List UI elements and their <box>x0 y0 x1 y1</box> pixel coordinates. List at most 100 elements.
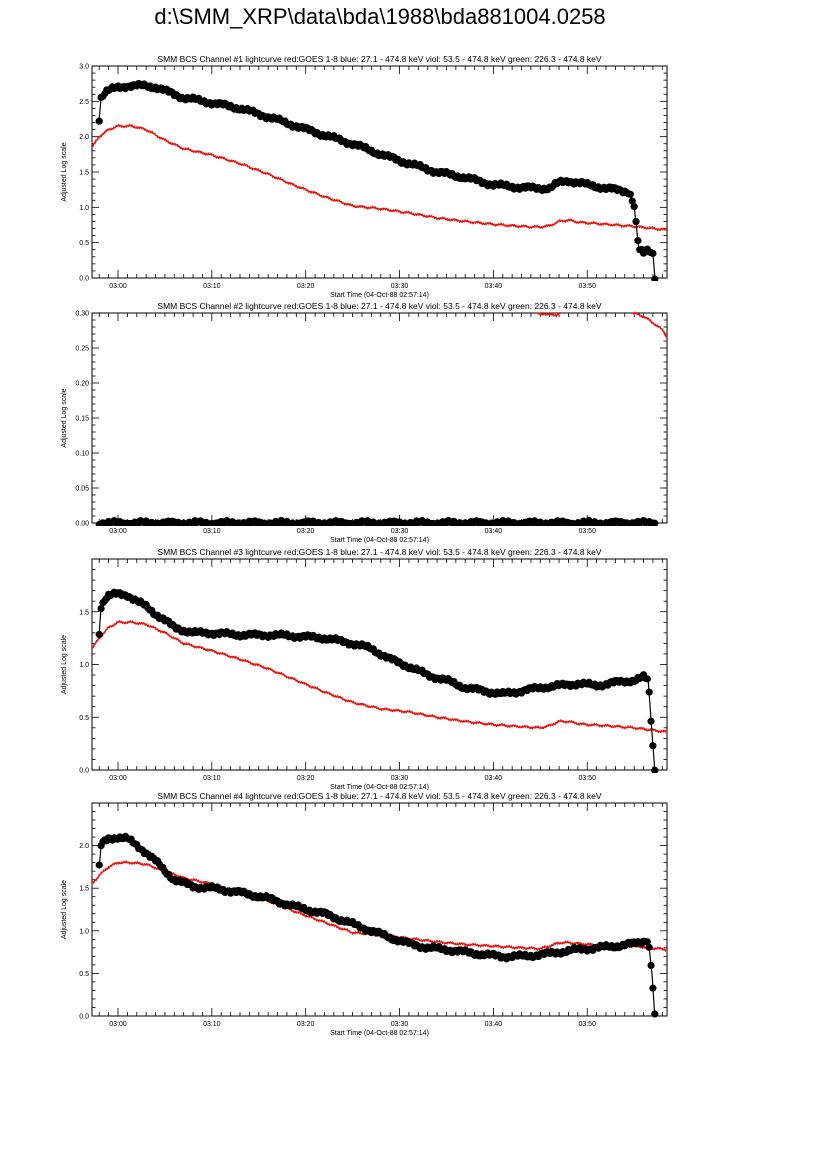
goes-series-line <box>92 619 667 734</box>
bcs-data-point <box>645 688 653 696</box>
bcs-data-point <box>626 190 635 198</box>
bcs-data-point <box>649 249 657 258</box>
bcs-data-point <box>649 742 657 750</box>
bcs-data-point <box>630 203 638 211</box>
y-tick-label: 1.5 <box>79 609 89 616</box>
bcs-data-point <box>651 275 659 281</box>
plot-frame <box>91 558 668 771</box>
y-tick-label: 0.0 <box>79 768 89 775</box>
chart-title: SMM BCS Channel #2 lightcurve red:GOES 1… <box>157 301 601 311</box>
x-tick-label: 03:30 <box>391 775 409 782</box>
x-tick-label: 03:40 <box>485 1021 503 1028</box>
plot-frame <box>91 312 668 524</box>
bcs-data-point <box>95 117 103 125</box>
plot-area <box>92 588 667 773</box>
y-axis-label: Adjusted Log scale <box>61 142 68 201</box>
bcs-data-point <box>634 237 642 245</box>
y-tick-label: 2.0 <box>79 134 89 141</box>
x-tick-label: 03:20 <box>297 283 315 290</box>
y-tick-label: 0.25 <box>75 346 89 353</box>
x-tick-label: 03:10 <box>203 528 221 535</box>
x-tick-label: 03:20 <box>297 775 315 782</box>
x-axis-label: Start Time (04-Oct-88 02:57:14) <box>330 292 429 299</box>
y-tick-label: 0.30 <box>75 311 89 318</box>
goes-series-line <box>536 311 562 318</box>
y-tick-label: 3.0 <box>79 64 89 71</box>
bcs-series-markers <box>95 79 659 281</box>
y-axis-label: Adjusted Log scale <box>61 880 68 939</box>
plot-area <box>92 79 667 281</box>
y-tick-label: 0.0 <box>79 1014 89 1021</box>
chart-title: SMM BCS Channel #4 lightcurve red:GOES 1… <box>157 791 601 801</box>
x-tick-label: 03:30 <box>391 528 409 535</box>
bcs-data-point <box>647 717 655 725</box>
bcs-data-point <box>95 630 103 639</box>
bcs-data-point <box>651 1010 659 1018</box>
y-tick-label: 0.05 <box>75 486 89 493</box>
bcs-series-line <box>98 836 656 1017</box>
goes-series-line <box>631 311 667 339</box>
bcs-data-point <box>651 519 659 526</box>
y-axis-label: Adjusted Log scale <box>61 388 68 447</box>
bcs-data-point <box>643 675 651 683</box>
x-tick-label: 03:50 <box>578 528 596 535</box>
bcs-data-point <box>632 217 640 226</box>
chart-panel-3: SMM BCS Channel #3 lightcurve red:GOES 1… <box>61 547 668 791</box>
y-tick-label: 2.5 <box>79 99 89 106</box>
plot-area <box>95 311 667 526</box>
bcs-data-point <box>97 604 105 613</box>
bcs-data-point <box>628 197 636 205</box>
x-tick-label: 03:40 <box>485 283 503 290</box>
bcs-series-markers <box>95 516 659 526</box>
x-tick-label: 03:30 <box>391 1021 409 1028</box>
bcs-series-markers <box>95 588 659 773</box>
x-axis-label: Start Time (04-Oct-88 02:57:14) <box>330 1030 429 1037</box>
x-tick-label: 03:50 <box>578 775 596 782</box>
plot-frame <box>91 802 668 1017</box>
y-tick-label: 0.15 <box>75 416 89 423</box>
y-tick-label: 2.0 <box>79 843 89 850</box>
x-tick-label: 03:40 <box>485 528 503 535</box>
goes-series-line <box>92 860 667 952</box>
bcs-data-point <box>95 861 103 869</box>
x-tick-label: 03:20 <box>297 1021 315 1028</box>
x-tick-label: 03:20 <box>297 528 315 535</box>
y-tick-label: 1.0 <box>79 662 89 669</box>
y-axis-label: Adjusted Log scale <box>61 635 68 694</box>
bcs-data-point <box>643 938 651 946</box>
x-axis-label: Start Time (04-Oct-88 02:57:14) <box>330 537 429 544</box>
x-tick-label: 03:10 <box>203 775 221 782</box>
x-tick-label: 03:00 <box>109 1021 127 1028</box>
bcs-data-point <box>649 984 657 992</box>
y-tick-label: 1.5 <box>79 886 89 893</box>
chart-panel-2: SMM BCS Channel #2 lightcurve red:GOES 1… <box>61 301 668 544</box>
goes-series-line <box>92 123 667 232</box>
y-tick-label: 0.20 <box>75 381 89 388</box>
chart-title: SMM BCS Channel #1 lightcurve red:GOES 1… <box>157 54 601 64</box>
y-tick-label: 0.5 <box>79 715 89 722</box>
x-tick-label: 03:10 <box>203 1021 221 1028</box>
x-axis-label: Start Time (04-Oct-88 02:57:14) <box>330 784 429 791</box>
x-tick-label: 03:40 <box>485 775 503 782</box>
y-tick-label: 1.0 <box>79 205 89 212</box>
bcs-data-point <box>651 766 659 773</box>
y-tick-label: 0.5 <box>79 971 89 978</box>
chart-panel-1: SMM BCS Channel #1 lightcurve red:GOES 1… <box>61 54 668 299</box>
x-tick-label: 03:00 <box>109 283 127 290</box>
x-tick-label: 03:10 <box>203 283 221 290</box>
bcs-series-markers <box>95 832 659 1018</box>
bcs-data-point <box>647 961 655 970</box>
plot-area <box>92 832 667 1018</box>
x-tick-label: 03:50 <box>578 1021 596 1028</box>
x-tick-label: 03:00 <box>109 775 127 782</box>
chart-panel-4: SMM BCS Channel #4 lightcurve red:GOES 1… <box>61 791 668 1037</box>
page-title: d:\SMM_XRP\data\bda\1988\bda881004.0258 <box>154 4 606 29</box>
y-tick-label: 0.5 <box>79 240 89 247</box>
y-tick-label: 0.10 <box>75 451 89 458</box>
chart-title: SMM BCS Channel #3 lightcurve red:GOES 1… <box>157 547 601 557</box>
y-tick-label: 1.0 <box>79 928 89 935</box>
bcs-data-point <box>645 943 653 951</box>
x-tick-label: 03:30 <box>391 283 409 290</box>
x-tick-label: 03:00 <box>109 528 127 535</box>
